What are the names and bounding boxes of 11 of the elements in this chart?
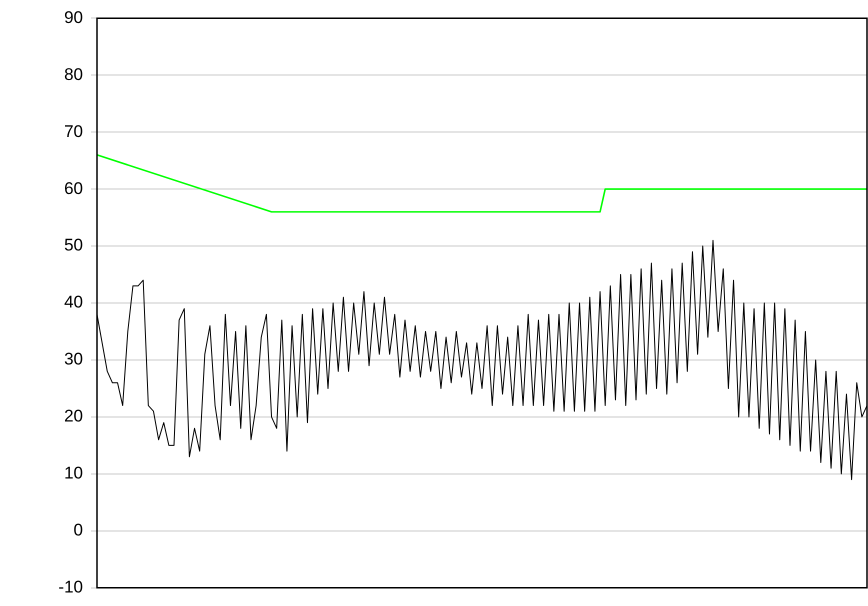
y-tick-label: 10 [64, 464, 83, 483]
y-tick-label: 60 [64, 178, 83, 198]
y-tick-label: 0 [74, 520, 83, 540]
y-tick-label: 20 [64, 406, 83, 426]
y-tick-label: -10 [58, 577, 83, 596]
y-tick-label: 40 [64, 292, 83, 312]
y-tick-label: 50 [64, 236, 83, 255]
y-tick-label: 70 [64, 122, 83, 141]
y-tick-label: 80 [64, 64, 83, 84]
y-tick-label: 30 [64, 350, 83, 369]
y-tick-label: 90 [64, 8, 83, 27]
